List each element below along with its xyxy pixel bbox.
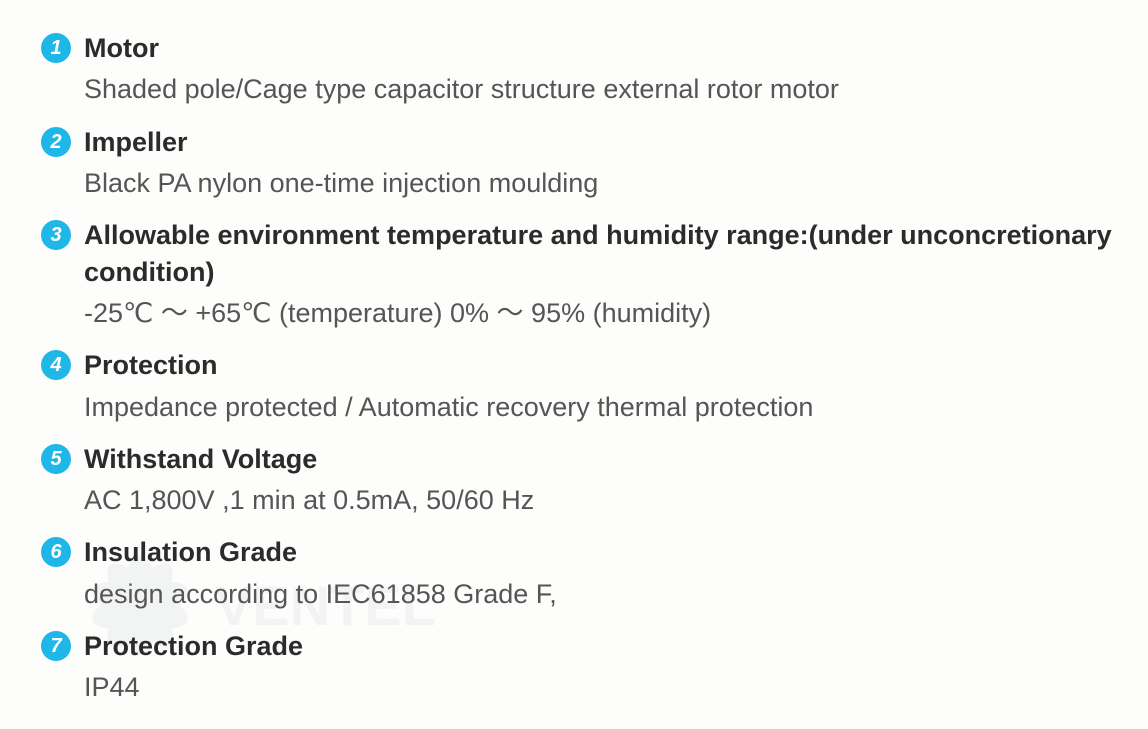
spec-content: Withstand Voltage AC 1,800V ,1 min at 0.… bbox=[84, 439, 1128, 527]
spec-desc: AC 1,800V ,1 min at 0.5mA, 50/60 Hz bbox=[84, 481, 1128, 520]
bullet-number: 1 bbox=[41, 33, 71, 63]
spec-title: Impeller bbox=[84, 124, 1128, 160]
bullet-number: 4 bbox=[41, 350, 71, 380]
spec-content: Allowable environment temperature and hu… bbox=[84, 215, 1128, 339]
spec-content: Insulation Grade design according to IEC… bbox=[84, 532, 1128, 620]
spec-content: Impeller Black PA nylon one-time injecti… bbox=[84, 122, 1128, 210]
spec-desc: IP44 bbox=[84, 668, 1128, 707]
bullet-icon: 6 bbox=[38, 534, 74, 570]
spec-title: Motor bbox=[84, 30, 1128, 66]
spec-title: Protection Grade bbox=[84, 628, 1128, 664]
spec-desc: Shaded pole/Cage type capacitor structur… bbox=[84, 70, 1128, 109]
bullet-number: 6 bbox=[41, 537, 71, 567]
spec-desc: -25℃ ～ +65℃ (temperature) 0% ～ 95% (humi… bbox=[84, 294, 1128, 333]
bullet-number: 5 bbox=[41, 444, 71, 474]
bullet-number: 2 bbox=[41, 127, 71, 157]
spec-title: Withstand Voltage bbox=[84, 441, 1128, 477]
bullet-number: 3 bbox=[41, 220, 71, 250]
bullet-icon: 7 bbox=[38, 628, 74, 664]
spec-item: 5 Withstand Voltage AC 1,800V ,1 min at … bbox=[38, 439, 1128, 527]
spec-content: Motor Shaded pole/Cage type capacitor st… bbox=[84, 28, 1128, 116]
spec-item: 6 Insulation Grade design according to I… bbox=[38, 532, 1128, 620]
spec-title: Allowable environment temperature and hu… bbox=[84, 217, 1128, 290]
spec-desc: Impedance protected / Automatic recovery… bbox=[84, 388, 1128, 427]
spec-title: Insulation Grade bbox=[84, 534, 1128, 570]
spec-content: Protection Grade IP44 bbox=[84, 626, 1128, 714]
spec-desc: Black PA nylon one-time injection mouldi… bbox=[84, 164, 1128, 203]
spec-item: 2 Impeller Black PA nylon one-time injec… bbox=[38, 122, 1128, 210]
bullet-icon: 5 bbox=[38, 441, 74, 477]
spec-list: 1 Motor Shaded pole/Cage type capacitor … bbox=[0, 0, 1148, 729]
spec-desc: design according to IEC61858 Grade F, bbox=[84, 575, 1128, 614]
bullet-icon: 1 bbox=[38, 30, 74, 66]
spec-item: 3 Allowable environment temperature and … bbox=[38, 215, 1128, 339]
spec-item: 1 Motor Shaded pole/Cage type capacitor … bbox=[38, 28, 1128, 116]
bullet-icon: 2 bbox=[38, 124, 74, 160]
spec-content: Protection Impedance protected / Automat… bbox=[84, 345, 1128, 433]
spec-item: 7 Protection Grade IP44 bbox=[38, 626, 1128, 714]
bullet-icon: 4 bbox=[38, 347, 74, 383]
bullet-number: 7 bbox=[41, 631, 71, 661]
spec-item: 4 Protection Impedance protected / Autom… bbox=[38, 345, 1128, 433]
spec-title: Protection bbox=[84, 347, 1128, 383]
bullet-icon: 3 bbox=[38, 217, 74, 253]
